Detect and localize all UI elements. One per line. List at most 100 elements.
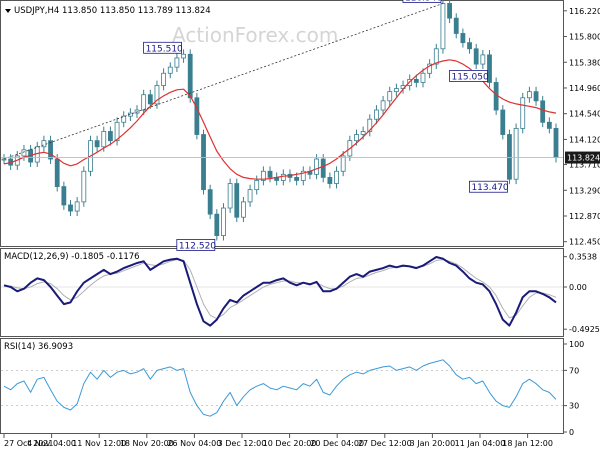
candle-body xyxy=(227,183,233,209)
x-axis-tick-label: 4 Nov 04:00 xyxy=(27,439,76,448)
x-axis-tick-label: 3 Dec 12:00 xyxy=(218,439,267,448)
price-annotation-box xyxy=(469,180,508,193)
price-annotation-box xyxy=(449,70,488,82)
current-price-tag xyxy=(565,151,600,164)
rsi-y-tick-label: 70 xyxy=(569,366,579,375)
candle-body xyxy=(68,204,73,212)
candle-body xyxy=(234,183,240,218)
candle-body xyxy=(54,158,60,187)
candle-body xyxy=(393,88,399,93)
candle-body xyxy=(540,100,546,123)
price-annotation-label: 112.520 xyxy=(179,241,216,251)
candle-body xyxy=(420,72,426,83)
candle-body xyxy=(314,158,319,175)
price-y-tick-label: 116.220 xyxy=(569,7,600,16)
price-y-tick-label: 115.380 xyxy=(569,58,600,67)
candle-body xyxy=(260,170,266,181)
rsi-y-tick-label: 0 xyxy=(569,428,574,437)
candle-body xyxy=(294,176,300,181)
price-y-tick-label: 114.120 xyxy=(569,135,600,144)
candle-body xyxy=(367,118,373,132)
axes: 116.220 115.800 115.380 114.960 114.540 114.1… xyxy=(3,7,600,448)
candle-body xyxy=(334,170,339,184)
current-price-label: 113.824 xyxy=(567,154,600,163)
macd-y-tick-label: 0.3538 xyxy=(569,253,597,262)
candle-body xyxy=(121,115,127,123)
x-axis-tick-label: 10 Dec 20:00 xyxy=(263,439,317,448)
candle-body xyxy=(453,17,459,34)
candle-body xyxy=(354,134,359,142)
candle-body xyxy=(473,48,479,65)
candle-body xyxy=(300,170,306,181)
candle-body xyxy=(61,186,67,206)
candle-body xyxy=(413,79,419,83)
rsi-line xyxy=(3,359,557,417)
price-y-tick-label: 113.290 xyxy=(569,186,600,195)
candle-body xyxy=(374,109,379,120)
x-axis-tick-label: 18 Nov 20:00 xyxy=(120,439,174,448)
price-y-tick-label: 113.710 xyxy=(569,161,600,170)
candle-body xyxy=(440,3,446,50)
candle-body xyxy=(161,72,167,86)
candle-body xyxy=(241,201,246,218)
candle-body xyxy=(48,140,53,160)
price-y-tick-label: 112.870 xyxy=(569,212,600,221)
candle-body xyxy=(1,158,7,161)
candle-body xyxy=(154,85,160,105)
price-annotation-label: 115.510 xyxy=(146,44,183,54)
candle-body xyxy=(480,54,486,65)
candle-body xyxy=(320,158,326,178)
candle-body xyxy=(513,127,519,180)
candle-body xyxy=(94,140,100,148)
candle-body xyxy=(507,134,512,180)
candle-body xyxy=(327,176,333,184)
price-annotation-label: 116.340 xyxy=(405,0,442,3)
candle-body xyxy=(187,53,193,99)
macd-y-tick-label: 0.00 xyxy=(569,283,587,292)
x-axis-tick-label: 26 Nov 04:00 xyxy=(167,439,221,448)
rsi-panel-frame xyxy=(0,338,564,434)
candle-body xyxy=(546,121,552,129)
candle-body xyxy=(533,91,539,102)
rsi-y-tick-label: 100 xyxy=(569,340,584,349)
candle-body xyxy=(108,131,113,142)
price-y-tick-label: 115.800 xyxy=(569,33,600,42)
candle-body xyxy=(101,131,107,148)
price-annotation-label: 113.470 xyxy=(471,183,508,193)
x-axis-tick-label: 11 Jan 04:00 xyxy=(455,439,506,448)
candle-body xyxy=(174,57,180,68)
candle-body xyxy=(74,201,80,212)
candle-body xyxy=(380,100,386,111)
candle-body xyxy=(433,48,439,65)
price-y-tick-label: 114.540 xyxy=(569,110,600,119)
x-axis-tick-label: 11 Nov 12:00 xyxy=(72,439,126,448)
candle-body xyxy=(526,91,532,99)
price-annotation-box xyxy=(176,239,216,251)
price-annotation-label: 115.050 xyxy=(451,72,488,82)
candle-body xyxy=(520,97,526,129)
dropdown-triangle-icon[interactable] xyxy=(5,9,11,13)
candle-body xyxy=(467,42,472,50)
candle-body xyxy=(41,140,47,148)
candle-body xyxy=(340,155,346,172)
macd-line xyxy=(3,256,557,327)
candle-body xyxy=(427,63,433,74)
price-y-tick-label: 112.450 xyxy=(569,238,600,247)
candle-body xyxy=(500,109,506,135)
candle-body xyxy=(553,127,559,158)
candle-body xyxy=(447,3,452,19)
rsi-panel-title: RSI(14) 36.9093 xyxy=(4,342,73,352)
x-axis-tick-label: 18 Jan 12:00 xyxy=(502,439,553,448)
candle-body xyxy=(247,189,253,203)
candle-body xyxy=(280,173,286,181)
candle-body xyxy=(387,91,393,102)
x-axis-tick-label: 27 Oct 2021 xyxy=(4,439,53,448)
candle-body xyxy=(360,131,366,135)
candle-body xyxy=(81,170,87,203)
candle-body xyxy=(460,33,466,44)
price-panel-title: USDJPY,H4 113.850 113.850 113.789 113.82… xyxy=(14,6,211,16)
candle-body xyxy=(201,134,206,191)
candle-body xyxy=(194,97,200,135)
macd-signal-line xyxy=(4,259,557,320)
candle-body xyxy=(487,54,492,83)
